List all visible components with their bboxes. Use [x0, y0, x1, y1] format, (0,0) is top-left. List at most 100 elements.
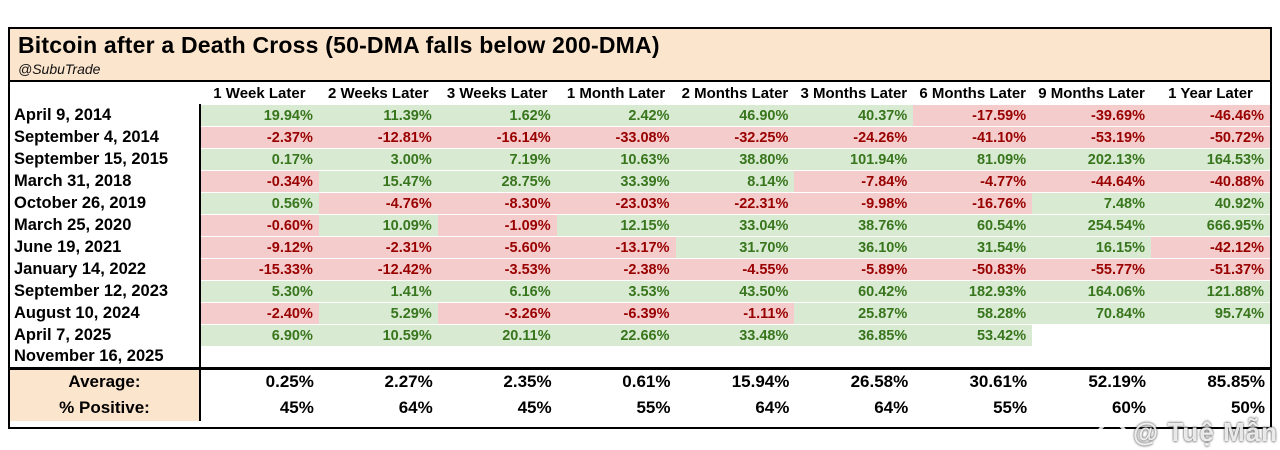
value-cell: -23.03%: [556, 192, 676, 215]
value-cell: [1151, 324, 1270, 347]
value-cell: 33.39%: [556, 170, 676, 193]
value-cell: 95.74%: [1151, 302, 1270, 325]
value-cell: -4.77%: [913, 170, 1033, 193]
summary-value-cell: 2.35%: [437, 367, 557, 395]
value-cell: -42.12%: [1151, 236, 1270, 259]
value-cell: 202.13%: [1032, 148, 1151, 171]
value-cell: 25.87%: [794, 302, 914, 325]
date-cell: November 16, 2025: [10, 346, 201, 369]
column-header: 1 Month Later: [556, 82, 676, 105]
table-row: March 31, 2018 -0.34% 15.47% 28.75% 33.39% 8.…: [10, 170, 1270, 193]
value-cell: 164.53%: [1151, 148, 1270, 171]
column-header: 1 Week Later: [200, 82, 319, 105]
value-cell: 1.62%: [437, 104, 557, 127]
value-cell: -24.26%: [794, 126, 914, 149]
value-cell: -55.77%: [1032, 258, 1151, 281]
value-cell: -0.60%: [200, 214, 319, 237]
value-cell: 254.54%: [1032, 214, 1151, 237]
table-row: January 14, 2022 -15.33% -12.42% -3.53% -2.3…: [10, 258, 1270, 281]
table-row: April 9, 2014 19.94% 11.39% 1.62% 2.42% 46.90…: [10, 104, 1270, 127]
date-cell: September 15, 2015: [10, 148, 201, 171]
value-cell: -51.37%: [1151, 258, 1270, 281]
value-cell: 7.48%: [1032, 192, 1151, 215]
date-cell: January 14, 2022: [10, 258, 201, 281]
value-cell: 36.85%: [794, 324, 914, 347]
table-row: August 10, 2024 -2.40% 5.29% -3.26% -6.39% -1…: [10, 302, 1270, 325]
table-row: June 19, 2021 -9.12% -2.31% -5.60% -13.17% 31…: [10, 236, 1270, 259]
value-cell: 3.00%: [318, 148, 438, 171]
value-cell: 60.42%: [794, 280, 914, 303]
table-row: September 15, 2015 0.17% 3.00% 7.19% 10.63% 3…: [10, 148, 1270, 171]
value-cell: -15.33%: [200, 258, 319, 281]
value-cell: -41.10%: [913, 126, 1033, 149]
date-cell: April 9, 2014: [10, 104, 201, 127]
summary-value-cell: 45%: [437, 394, 557, 421]
value-cell: [200, 346, 319, 369]
value-cell: -4.55%: [675, 258, 795, 281]
value-cell: -50.72%: [1151, 126, 1270, 149]
summary-value-cell: 55%: [556, 394, 676, 421]
title-box: Bitcoin after a Death Cross (50-DMA fall…: [10, 29, 1270, 82]
value-cell: -13.17%: [556, 236, 676, 259]
value-cell: -3.53%: [437, 258, 557, 281]
value-cell: -2.38%: [556, 258, 676, 281]
summary-value-cell: 50%: [1151, 394, 1270, 421]
value-cell: [1032, 346, 1151, 369]
value-cell: 38.80%: [675, 148, 795, 171]
column-header: 9 Months Later: [1032, 82, 1151, 105]
value-cell: 16.15%: [1032, 236, 1151, 259]
value-cell: -9.12%: [200, 236, 319, 259]
value-cell: [556, 346, 676, 369]
value-cell: 5.29%: [318, 302, 438, 325]
value-cell: 10.09%: [318, 214, 438, 237]
value-cell: [675, 346, 795, 369]
value-cell: -16.76%: [913, 192, 1033, 215]
value-cell: 43.50%: [675, 280, 795, 303]
summary-value-cell: 45%: [200, 394, 319, 421]
value-cell: -2.31%: [318, 236, 438, 259]
table-body: April 9, 2014 19.94% 11.39% 1.62% 2.42% 46.90…: [10, 104, 1270, 421]
value-cell: -0.34%: [200, 170, 319, 193]
value-cell: 5.30%: [200, 280, 319, 303]
summary-row: Average: 0.25% 2.27% 2.35% 0.61% 15.94% 26.58%…: [10, 367, 1270, 395]
death-cross-table: 1 Week Later 2 Weeks Later 3 Weeks Later 1 …: [10, 82, 1270, 421]
summary-value-cell: 30.61%: [913, 367, 1033, 395]
value-cell: 70.84%: [1032, 302, 1151, 325]
value-cell: -1.11%: [675, 302, 795, 325]
summary-value-cell: 85.85%: [1151, 367, 1270, 395]
value-cell: [437, 346, 557, 369]
value-cell: -33.08%: [556, 126, 676, 149]
corner-cell: [10, 82, 200, 105]
value-cell: 164.06%: [1032, 280, 1151, 303]
table-row: November 16, 2025: [10, 346, 1270, 369]
value-cell: -6.39%: [556, 302, 676, 325]
value-cell: 81.09%: [913, 148, 1033, 171]
table-row: September 4, 2014 -2.37% -12.81% -16.14% -33…: [10, 126, 1270, 149]
value-cell: -12.42%: [318, 258, 438, 281]
value-cell: 0.56%: [200, 192, 319, 215]
value-cell: -50.83%: [913, 258, 1033, 281]
value-cell: 22.66%: [556, 324, 676, 347]
value-cell: 58.28%: [913, 302, 1033, 325]
value-cell: 36.10%: [794, 236, 914, 259]
summary-value-cell: 55%: [913, 394, 1033, 421]
summary-value-cell: 52.19%: [1032, 367, 1151, 395]
value-cell: -16.14%: [437, 126, 557, 149]
value-cell: 40.92%: [1151, 192, 1270, 215]
value-cell: -5.60%: [437, 236, 557, 259]
value-cell: 28.75%: [437, 170, 557, 193]
value-cell: 31.54%: [913, 236, 1033, 259]
value-cell: 1.41%: [318, 280, 438, 303]
value-cell: 101.94%: [794, 148, 914, 171]
summary-label: Average:: [10, 367, 201, 395]
date-cell: April 7, 2025: [10, 324, 201, 347]
date-cell: June 19, 2021: [10, 236, 201, 259]
table-head: 1 Week Later 2 Weeks Later 3 Weeks Later 1 …: [10, 82, 1270, 105]
value-cell: 6.16%: [437, 280, 557, 303]
value-cell: 33.48%: [675, 324, 795, 347]
column-header: 3 Weeks Later: [437, 82, 557, 105]
value-cell: 121.88%: [1151, 280, 1270, 303]
death-cross-panel: Bitcoin after a Death Cross (50-DMA fall…: [8, 27, 1272, 429]
summary-label: % Positive:: [10, 394, 201, 421]
value-cell: -53.19%: [1032, 126, 1151, 149]
